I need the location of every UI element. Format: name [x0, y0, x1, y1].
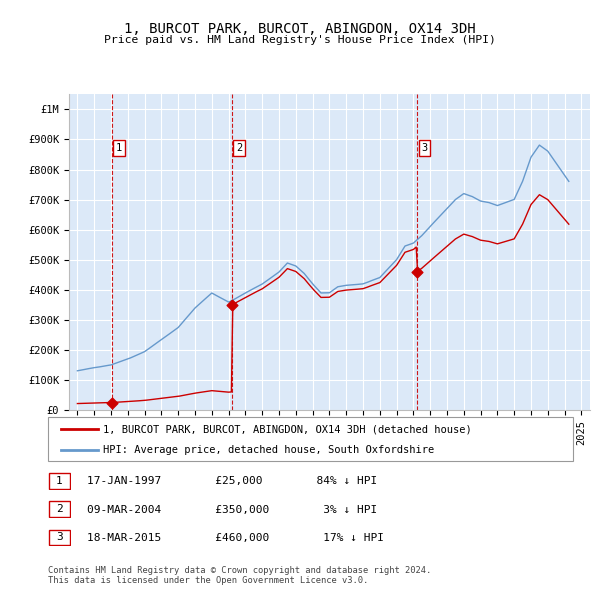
Text: 3: 3 [421, 143, 427, 153]
Text: Price paid vs. HM Land Registry's House Price Index (HPI): Price paid vs. HM Land Registry's House … [104, 35, 496, 45]
Text: 17-JAN-1997        £25,000        84% ↓ HPI: 17-JAN-1997 £25,000 84% ↓ HPI [87, 477, 377, 486]
Text: 1: 1 [56, 476, 63, 486]
Text: Contains HM Land Registry data © Crown copyright and database right 2024.
This d: Contains HM Land Registry data © Crown c… [48, 566, 431, 585]
Point [227, 300, 236, 310]
Point [107, 398, 116, 407]
Text: 3: 3 [56, 533, 63, 542]
Text: 1, BURCOT PARK, BURCOT, ABINGDON, OX14 3DH (detached house): 1, BURCOT PARK, BURCOT, ABINGDON, OX14 3… [103, 424, 472, 434]
Text: 2: 2 [56, 504, 63, 514]
Text: 18-MAR-2015        £460,000        17% ↓ HPI: 18-MAR-2015 £460,000 17% ↓ HPI [87, 533, 384, 543]
Text: 1, BURCOT PARK, BURCOT, ABINGDON, OX14 3DH: 1, BURCOT PARK, BURCOT, ABINGDON, OX14 3… [124, 22, 476, 37]
Point [412, 267, 422, 277]
Text: HPI: Average price, detached house, South Oxfordshire: HPI: Average price, detached house, Sout… [103, 445, 434, 455]
Text: 1: 1 [116, 143, 122, 153]
Text: 2: 2 [236, 143, 242, 153]
Text: 09-MAR-2004        £350,000        3% ↓ HPI: 09-MAR-2004 £350,000 3% ↓ HPI [87, 505, 377, 514]
